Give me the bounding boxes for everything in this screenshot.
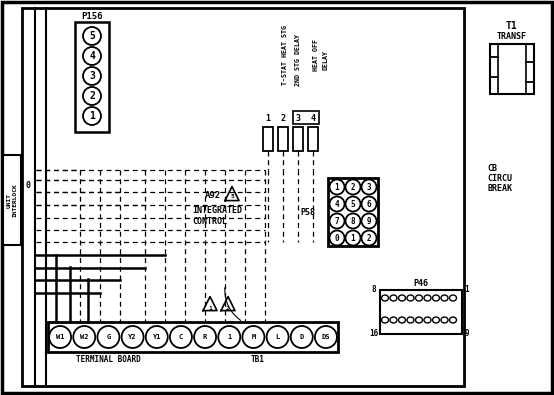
- Text: 2ND STG DELAY: 2ND STG DELAY: [295, 34, 301, 86]
- Text: CB: CB: [487, 164, 497, 173]
- Text: P46: P46: [413, 280, 428, 288]
- Text: T-STAT HEAT STG: T-STAT HEAT STG: [282, 25, 288, 85]
- Text: 8: 8: [351, 216, 355, 226]
- Text: CIRCU: CIRCU: [487, 173, 512, 182]
- Text: Y2: Y2: [129, 334, 137, 340]
- Bar: [3, 155, 21, 245]
- Text: T1: T1: [506, 21, 518, 31]
- Text: 1: 1: [89, 111, 95, 121]
- Text: P156: P156: [81, 11, 102, 21]
- Text: 3: 3: [89, 71, 95, 81]
- Text: W1: W1: [56, 334, 64, 340]
- Bar: [380, 290, 462, 334]
- Text: 4: 4: [310, 113, 315, 122]
- Text: Y1: Y1: [152, 334, 161, 340]
- Bar: [48, 322, 338, 352]
- Text: 3: 3: [295, 113, 300, 122]
- Text: 1: 1: [335, 182, 339, 192]
- Text: 7: 7: [335, 216, 339, 226]
- Text: 5: 5: [351, 199, 355, 209]
- Bar: [278, 127, 288, 151]
- Text: 8: 8: [372, 286, 376, 295]
- Text: TERMINAL BOARD: TERMINAL BOARD: [76, 356, 140, 365]
- Text: 2: 2: [367, 233, 371, 243]
- Text: 1: 1: [465, 286, 469, 295]
- Text: 0: 0: [25, 181, 30, 190]
- Text: TRANSF: TRANSF: [497, 32, 527, 41]
- Text: 1: 1: [208, 305, 212, 310]
- Text: UNIT
INTERLOCK: UNIT INTERLOCK: [7, 183, 17, 217]
- Text: 5: 5: [230, 194, 234, 199]
- Text: 1: 1: [351, 233, 355, 243]
- Bar: [22, 8, 464, 386]
- Text: 1: 1: [265, 113, 270, 122]
- Text: 2: 2: [89, 91, 95, 101]
- Text: 4: 4: [335, 199, 339, 209]
- Text: W2: W2: [80, 334, 89, 340]
- Text: P58: P58: [300, 207, 315, 216]
- Text: DS: DS: [322, 334, 330, 340]
- Bar: [21, 178, 35, 192]
- Text: HEAT OFF: HEAT OFF: [313, 39, 319, 71]
- Text: 1: 1: [227, 334, 232, 340]
- Text: 3: 3: [367, 182, 371, 192]
- Bar: [75, 22, 109, 132]
- Text: 6: 6: [367, 199, 371, 209]
- Text: BREAK: BREAK: [487, 184, 512, 192]
- Text: 5: 5: [89, 31, 95, 41]
- Text: R: R: [203, 334, 207, 340]
- Text: CONTROL: CONTROL: [192, 216, 227, 226]
- Text: TB1: TB1: [251, 356, 265, 365]
- Text: DELAY: DELAY: [322, 50, 328, 70]
- Text: A92: A92: [205, 190, 221, 199]
- Text: C: C: [179, 334, 183, 340]
- Bar: [293, 111, 319, 124]
- Text: G: G: [106, 334, 111, 340]
- Text: 2: 2: [226, 305, 230, 310]
- Text: D: D: [300, 334, 304, 340]
- Text: INTEGRATED: INTEGRATED: [192, 205, 242, 214]
- Text: 2: 2: [280, 113, 285, 122]
- Text: 9: 9: [465, 329, 469, 339]
- Bar: [308, 127, 318, 151]
- Text: 16: 16: [370, 329, 378, 339]
- Text: 4: 4: [89, 51, 95, 61]
- Text: L: L: [275, 334, 280, 340]
- Text: 9: 9: [367, 216, 371, 226]
- Bar: [328, 178, 378, 246]
- Text: 0: 0: [335, 233, 339, 243]
- Text: 2: 2: [351, 182, 355, 192]
- Bar: [293, 127, 303, 151]
- Bar: [263, 127, 273, 151]
- Bar: [490, 44, 534, 94]
- Text: M: M: [252, 334, 255, 340]
